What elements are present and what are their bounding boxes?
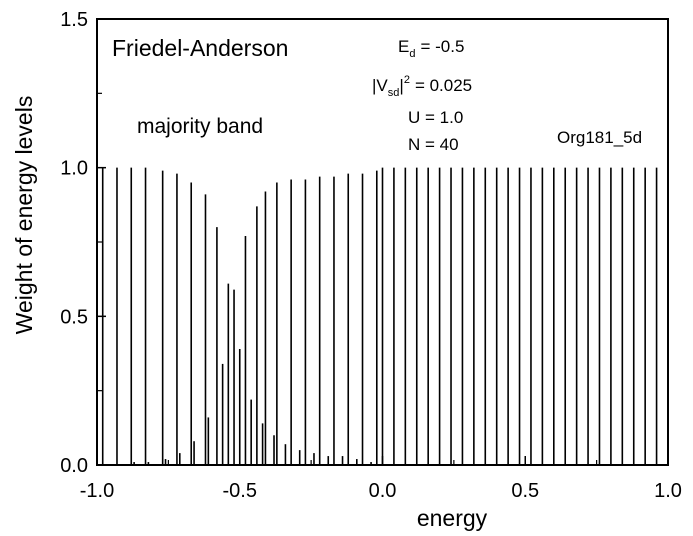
bar-series: [101, 167, 658, 465]
y-tick-label: 0.0: [60, 455, 88, 477]
chart-subtitle: majority band: [137, 115, 263, 138]
y-tick-label: 1.5: [60, 9, 88, 31]
param-v-sub: sd: [388, 87, 400, 99]
param-v-close: |: [399, 76, 403, 95]
param-v-sup: 2: [404, 74, 410, 86]
annotation-label: Org181_5d: [557, 128, 642, 147]
param-v-value: = 0.025: [415, 76, 472, 95]
param-ed-symbol: E: [398, 37, 409, 56]
x-tick-label: -0.5: [223, 480, 257, 502]
param-v-open: |V: [372, 76, 388, 95]
x-axis: -1.0 -0.5 0.0 0.5 1.0: [80, 456, 682, 502]
x-tick-label: -1.0: [80, 480, 114, 502]
x-tick-label: 1.0: [654, 480, 682, 502]
x-tick-label: 0.0: [369, 480, 397, 502]
y-tick-label: 1.0: [60, 158, 88, 180]
param-ed-value: = -0.5: [420, 37, 464, 56]
param-n: N = 40: [408, 135, 459, 154]
x-tick-label: 0.5: [511, 480, 539, 502]
param-ed-sub: d: [409, 48, 415, 60]
y-axis-label: Weight of energy levels: [11, 96, 37, 335]
param-ed: Ed = -0.5: [398, 37, 464, 60]
parameter-list: Ed = -0.5 |Vsd|2 = 0.025 U = 1.0 N = 40: [372, 37, 472, 154]
y-axis: 0.0 0.5 1.0 1.5: [60, 9, 106, 477]
chart-title: Friedel-Anderson: [112, 35, 288, 61]
y-tick-label: 0.5: [60, 306, 88, 328]
x-axis-label: energy: [417, 505, 488, 531]
param-v: |Vsd|2 = 0.025: [372, 74, 472, 99]
param-u: U = 1.0: [408, 108, 463, 127]
